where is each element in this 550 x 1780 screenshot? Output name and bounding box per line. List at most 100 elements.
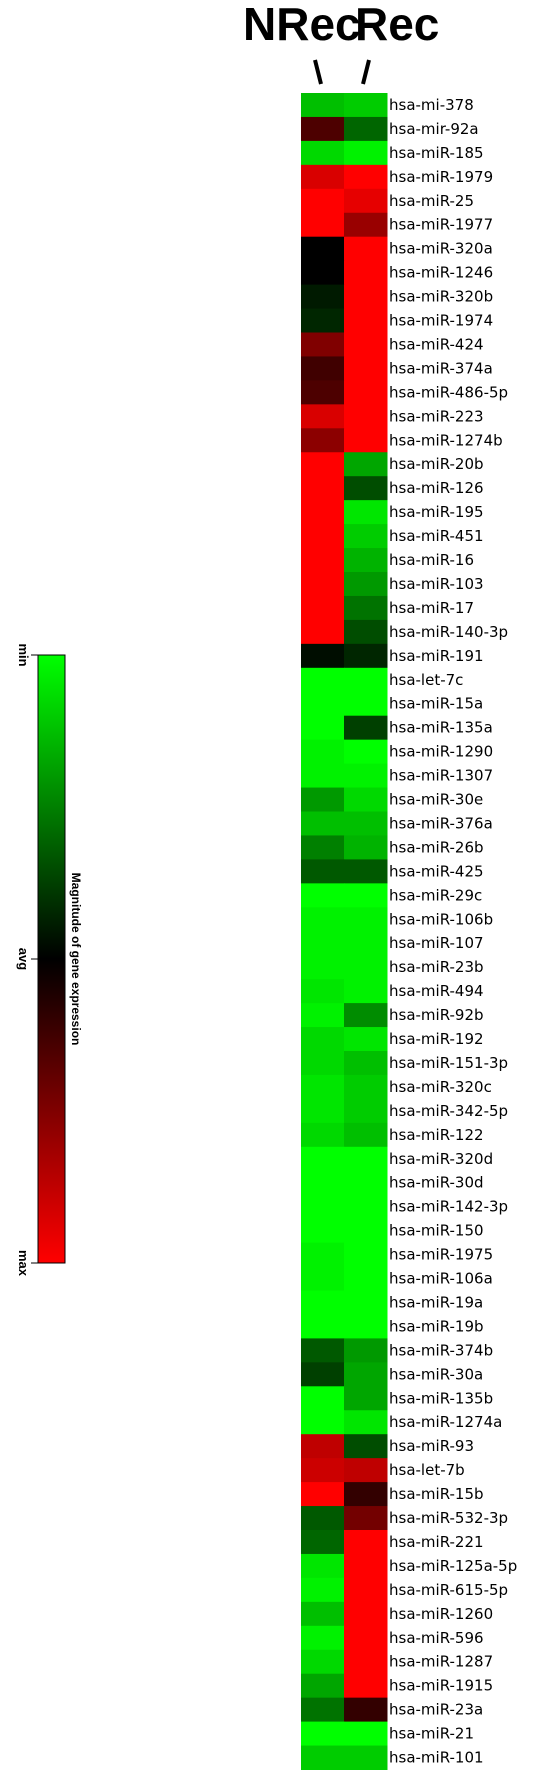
heatmap-cell — [301, 1649, 345, 1675]
row-label: hsa-miR-376a — [389, 814, 493, 832]
row-label: hsa-mir-92a — [389, 120, 479, 138]
scale-label-avg: avg — [16, 948, 31, 970]
heatmap-cell — [344, 1218, 388, 1244]
heatmap-cell — [301, 1601, 345, 1627]
heatmap-cell — [301, 1290, 345, 1315]
row-label: hsa-miR-374a — [389, 359, 493, 377]
heatmap-cell — [301, 1218, 345, 1244]
heatmap-cell — [344, 763, 388, 789]
column-branch-right — [361, 59, 371, 85]
heatmap-cell — [301, 308, 345, 333]
heatmap-cell — [301, 1721, 345, 1747]
heatmap-cell — [301, 452, 345, 477]
heatmap-cell — [344, 284, 388, 310]
heatmap-cell — [301, 667, 345, 693]
row-label: hsa-miR-23a — [389, 1701, 483, 1719]
heatmap-cell — [301, 188, 345, 214]
heatmap-cell — [344, 476, 388, 501]
heatmap-cell — [301, 835, 345, 860]
row-label: hsa-miR-142-3p — [389, 1198, 508, 1216]
heatmap-cell — [344, 428, 388, 453]
row-label: hsa-mi-378 — [389, 96, 474, 114]
row-label: hsa-miR-17 — [389, 599, 474, 617]
heatmap-cell — [301, 1745, 345, 1770]
heatmap-cell — [344, 332, 388, 357]
row-label: hsa-miR-451 — [389, 527, 484, 545]
heatmap-cell — [301, 93, 345, 118]
heatmap-cell — [301, 212, 345, 238]
color-scale-legend: min avg max Magnitude of gene expression — [16, 643, 83, 1276]
heatmap-cell — [344, 1482, 388, 1507]
heatmap-cell — [344, 500, 388, 525]
heatmap-cell — [344, 1051, 388, 1076]
heatmap-cell — [344, 1434, 388, 1459]
heatmap-cell — [301, 1003, 345, 1028]
heatmap-cell — [301, 1625, 345, 1651]
heatmap-cell — [344, 619, 388, 645]
heatmap-cell — [344, 308, 388, 333]
row-label: hsa-miR-122 — [389, 1126, 484, 1144]
row-label: hsa-miR-21 — [389, 1725, 474, 1743]
heatmap-cell — [301, 500, 345, 525]
row-label: hsa-miR-1246 — [389, 264, 493, 282]
row-label: hsa-miR-1915 — [389, 1677, 493, 1695]
heatmap-cell — [301, 164, 345, 190]
row-label: hsa-miR-1977 — [389, 216, 493, 234]
heatmap-cell — [344, 1338, 388, 1363]
row-label: hsa-miR-16 — [389, 551, 474, 569]
row-label: hsa-miR-19a — [389, 1293, 483, 1311]
heatmap-cell — [344, 404, 388, 429]
heatmap-cell — [344, 691, 388, 717]
heatmap-cell — [301, 1098, 345, 1124]
heatmap-cell — [344, 907, 388, 932]
heatmap-cell — [301, 1362, 345, 1387]
row-label: hsa-miR-150 — [389, 1222, 484, 1240]
heatmap-cell — [344, 1003, 388, 1028]
heatmap-cell — [301, 236, 345, 262]
heatmap-cell — [301, 739, 345, 765]
heatmap-cell — [301, 859, 345, 884]
heatmap-cell — [344, 1027, 388, 1052]
row-label: hsa-miR-151-3p — [389, 1054, 508, 1072]
row-labels: hsa-mi-378 hsa-mir-92a hsa-miR-185 hsa-miR-… — [389, 96, 517, 1767]
heatmap-cell — [301, 1410, 345, 1435]
row-label: hsa-miR-106a — [389, 1270, 493, 1288]
heatmap-cell — [301, 811, 345, 836]
heatmap-cell — [344, 1721, 388, 1747]
heatmap-cell — [301, 955, 345, 980]
heatmap-cell — [301, 931, 345, 956]
heatmap-cell — [301, 1673, 345, 1699]
heatmap-cell — [301, 116, 345, 142]
row-label: hsa-miR-20b — [389, 455, 484, 473]
row-label: hsa-miR-101 — [389, 1749, 484, 1767]
heatmap-cell — [301, 1530, 345, 1555]
heatmap-cell — [344, 93, 388, 118]
heatmap-cell — [344, 1649, 388, 1675]
heatmap-cell — [344, 356, 388, 381]
heatmap-cell — [301, 428, 345, 453]
row-label: hsa-miR-19b — [389, 1317, 484, 1335]
heatmap-cell — [344, 524, 388, 549]
heatmap-cell — [344, 835, 388, 860]
row-label: hsa-miR-1974 — [389, 312, 493, 330]
row-label: hsa-miR-1260 — [389, 1605, 493, 1623]
row-label: hsa-miR-596 — [389, 1629, 484, 1647]
row-label: hsa-miR-320c — [389, 1078, 492, 1096]
row-label: hsa-miR-26b — [389, 838, 484, 856]
row-label: hsa-miR-23b — [389, 958, 484, 976]
row-label: hsa-miR-494 — [389, 982, 484, 1000]
row-label: hsa-miR-1274b — [389, 431, 503, 449]
row-label: hsa-miR-1290 — [389, 743, 493, 761]
row-label: hsa-miR-223 — [389, 407, 484, 425]
heatmap-cell — [301, 1122, 345, 1148]
row-label: hsa-miR-30e — [389, 791, 483, 809]
heatmap-cell — [344, 1122, 388, 1148]
heatmap-cell — [301, 476, 345, 501]
heatmap-cell — [301, 548, 345, 573]
heatmap-cell — [344, 1098, 388, 1124]
row-label: hsa-miR-1287 — [389, 1653, 493, 1671]
row-label: hsa-miR-424 — [389, 335, 484, 353]
heatmap-cell — [344, 164, 388, 190]
heatmap-cell — [344, 140, 388, 166]
row-label: hsa-miR-342-5p — [389, 1102, 508, 1120]
